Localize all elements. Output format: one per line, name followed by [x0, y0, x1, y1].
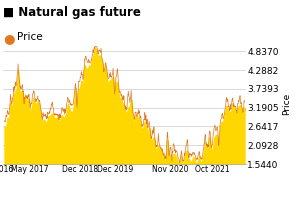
Text: ●: ● [3, 32, 14, 45]
Y-axis label: Price: Price [282, 93, 291, 115]
Text: Price: Price [16, 32, 42, 42]
Text: ■ Natural gas future: ■ Natural gas future [3, 6, 141, 19]
